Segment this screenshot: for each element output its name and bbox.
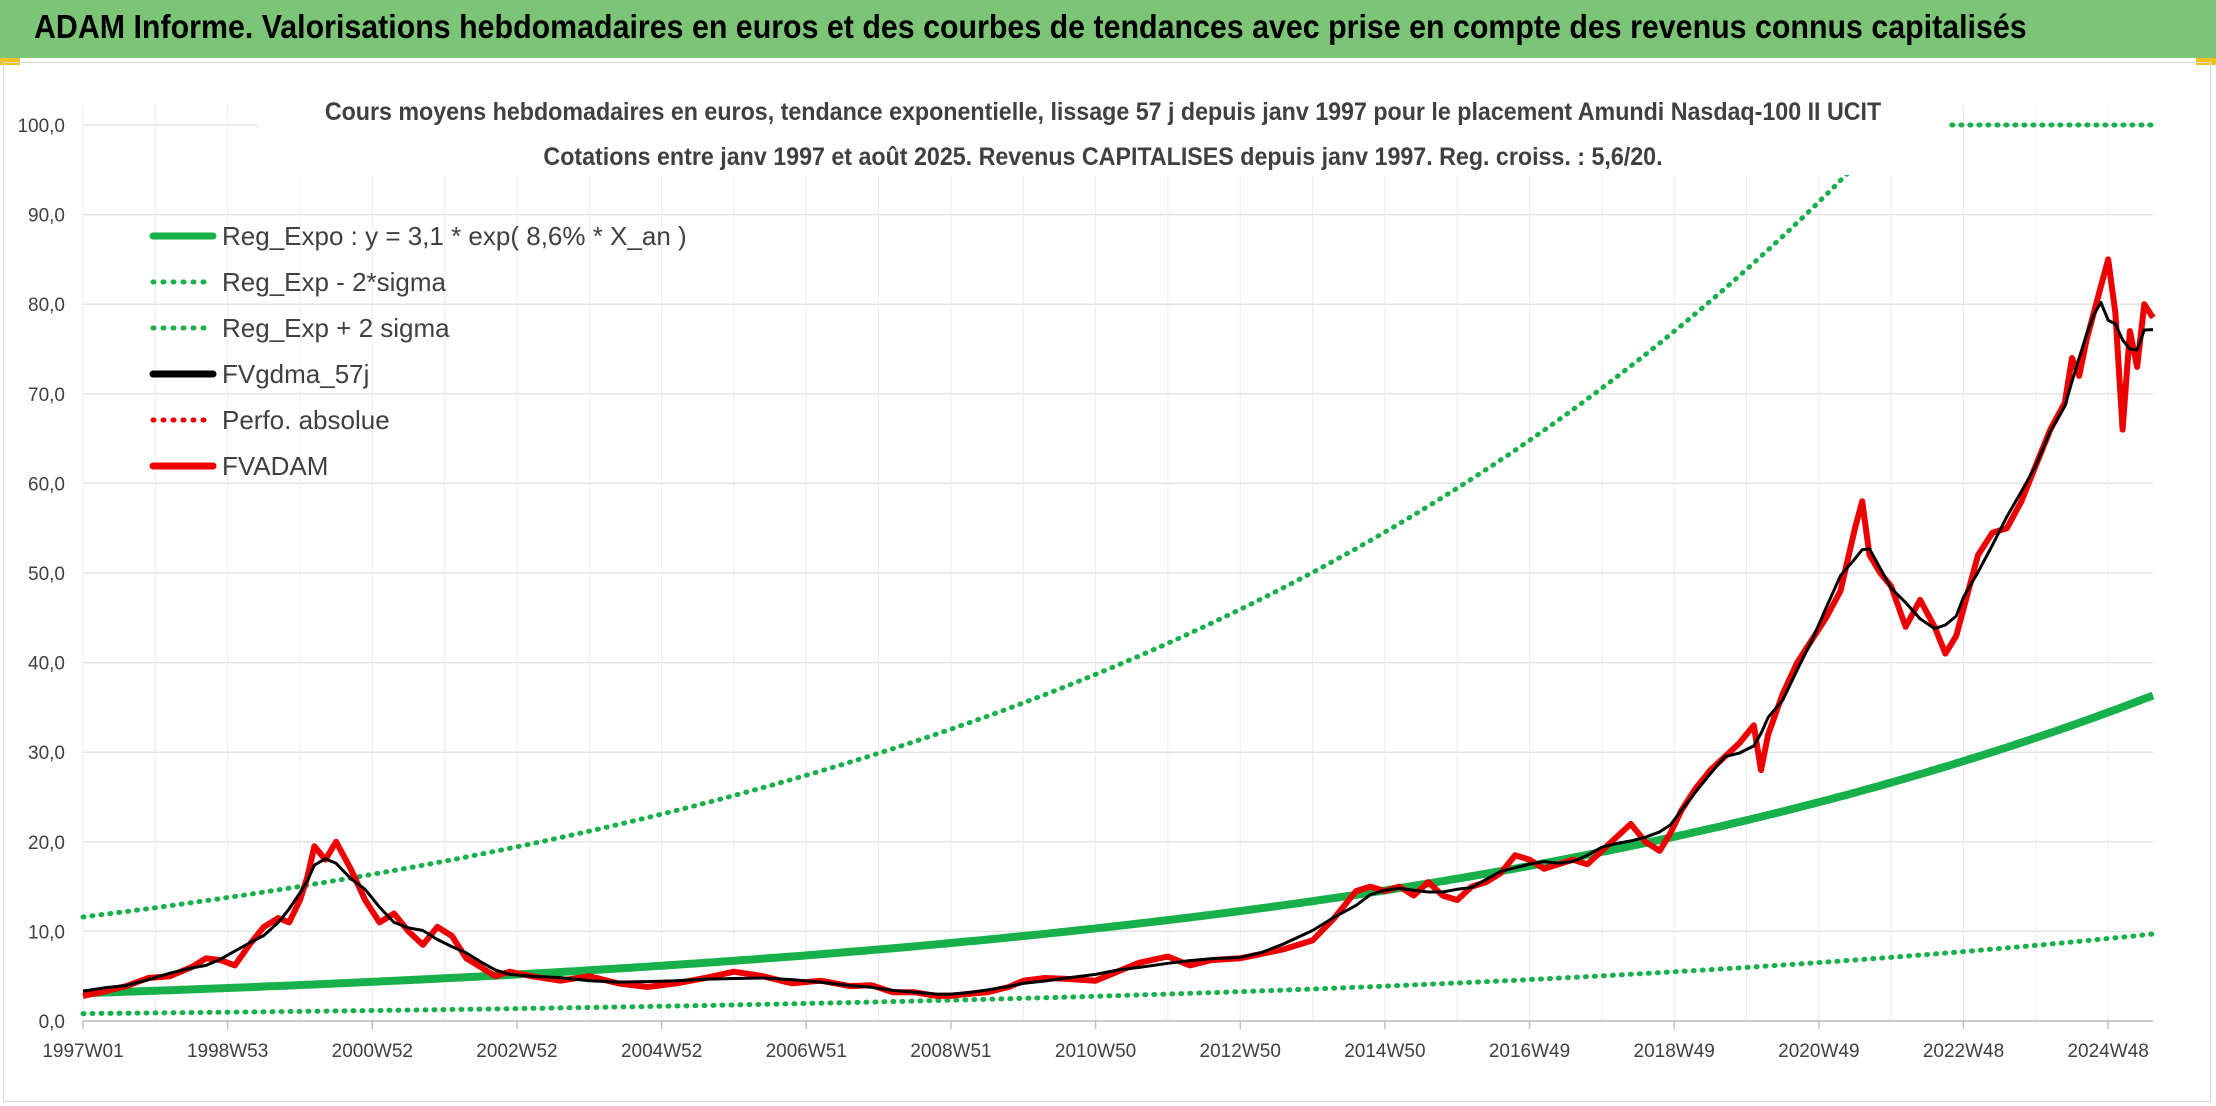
y-tick-label: 90,0 xyxy=(28,206,65,227)
title-background xyxy=(258,93,1948,175)
x-tick-label: 2004W52 xyxy=(621,1041,702,1062)
chart-frame xyxy=(3,62,2211,1102)
legend: Reg_Expo : y = 3,1 * exp( 8,6% * X_an ) R… xyxy=(149,221,687,481)
x-tick-label: 1998W53 xyxy=(187,1041,268,1062)
report-title: ADAM Informe. Valorisations hebdomadaire… xyxy=(34,8,2027,45)
y-tick-label: 10,0 xyxy=(28,922,65,943)
corner-marker-right xyxy=(2196,58,2216,65)
legend-label: FVgdma_57j xyxy=(222,359,369,389)
x-tick-label: 2006W51 xyxy=(766,1041,847,1062)
y-tick-label: 0,0 xyxy=(39,1012,65,1033)
legend-label: Reg_Exp + 2 sigma xyxy=(222,313,450,343)
fvadam-line xyxy=(82,256,2156,999)
x-tick-label: 2014W50 xyxy=(1344,1041,1425,1062)
chart-title-line-1: Cours moyens hebdomadaires en euros, ten… xyxy=(325,98,1882,126)
x-tick-label: 1997W01 xyxy=(42,1041,123,1062)
legend-label: Perfo. absolue xyxy=(222,405,390,435)
x-tick-label: 2008W51 xyxy=(910,1041,991,1062)
x-tick-label: 2018W49 xyxy=(1634,1041,1715,1062)
series-layer xyxy=(80,122,2156,1017)
y-tick-label: 60,0 xyxy=(28,474,65,495)
legend-label: FVADAM xyxy=(222,451,328,481)
reg-exp-minus-2sigma-line xyxy=(80,931,2156,1017)
x-tick-label: 2010W50 xyxy=(1055,1041,1136,1062)
x-tick-label: 2022W48 xyxy=(1923,1041,2004,1062)
corner-marker-left xyxy=(0,58,20,65)
report-header: ADAM Informe. Valorisations hebdomadaire… xyxy=(0,0,2216,58)
chart-title-block: Cours moyens hebdomadaires en euros, ten… xyxy=(258,93,1948,175)
x-tick-label: 2000W52 xyxy=(332,1041,413,1062)
y-tick-label: 50,0 xyxy=(28,564,65,585)
chart-title-line-2: Cotations entre janv 1997 et août 2025. … xyxy=(543,143,1662,171)
legend-label: Reg_Exp - 2*sigma xyxy=(222,267,447,297)
x-tick-label: 2020W49 xyxy=(1778,1041,1859,1062)
y-tick-label: 30,0 xyxy=(28,743,65,764)
y-tick-label: 100,0 xyxy=(17,116,65,137)
x-tick-label: 2012W50 xyxy=(1200,1041,1281,1062)
y-tick-label: 20,0 xyxy=(28,833,65,854)
x-tick-label: 2016W49 xyxy=(1489,1041,1570,1062)
grid-layer xyxy=(82,105,2153,1022)
y-tick-label: 40,0 xyxy=(28,654,65,675)
x-tick-label: 2002W52 xyxy=(476,1041,557,1062)
legend-label: Reg_Expo : y = 3,1 * exp( 8,6% * X_an ) xyxy=(222,221,687,251)
reg-expo-line xyxy=(82,691,2155,998)
fvgdma-57j-line xyxy=(82,300,2154,996)
y-tick-label: 80,0 xyxy=(28,295,65,316)
x-tick-label: 2024W48 xyxy=(2067,1041,2148,1062)
y-tick-label: 70,0 xyxy=(28,385,65,406)
axis-layer: 0,0 10,0 20,0 30,0 40,0 50,0 60,0 70,0 80,0 90,0 1… xyxy=(17,116,2153,1062)
reg-exp-plus-2sigma-line xyxy=(80,122,2156,920)
